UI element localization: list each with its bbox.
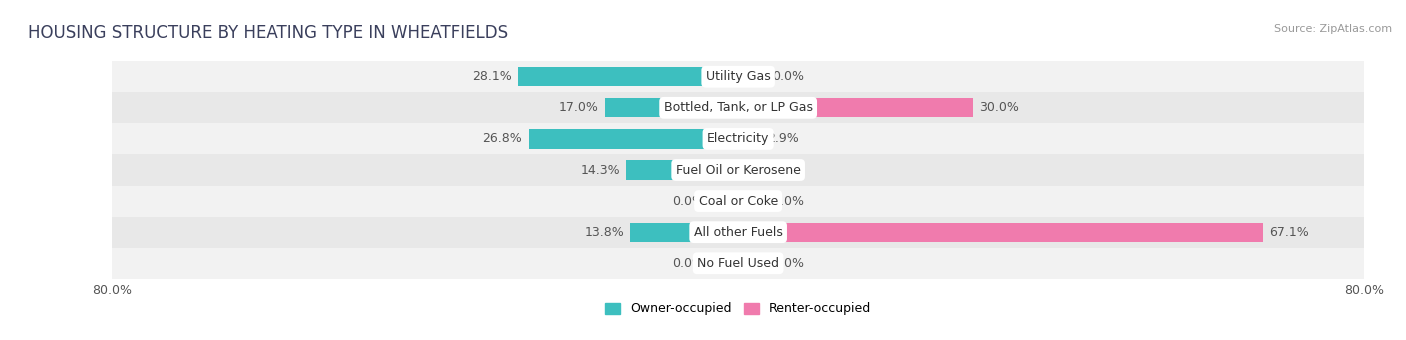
Text: Bottled, Tank, or LP Gas: Bottled, Tank, or LP Gas (664, 101, 813, 114)
Bar (112, 61, 1364, 92)
Bar (112, 217, 1364, 248)
Bar (738, 160, 765, 180)
Bar (738, 223, 1263, 242)
Text: 0.0%: 0.0% (772, 194, 804, 208)
Text: All other Fuels: All other Fuels (693, 226, 783, 239)
Text: No Fuel Used: No Fuel Used (697, 257, 779, 270)
Text: Source: ZipAtlas.com: Source: ZipAtlas.com (1274, 24, 1392, 34)
Text: Coal or Coke: Coal or Coke (699, 194, 778, 208)
Text: 0.0%: 0.0% (672, 257, 704, 270)
Bar (630, 223, 738, 242)
Text: 17.0%: 17.0% (560, 101, 599, 114)
Bar (738, 67, 765, 86)
Text: Electricity: Electricity (707, 132, 769, 146)
Text: 26.8%: 26.8% (482, 132, 522, 146)
Text: 0.0%: 0.0% (772, 164, 804, 176)
Bar (626, 160, 738, 180)
Bar (605, 98, 738, 117)
Text: 0.0%: 0.0% (672, 194, 704, 208)
Text: 0.0%: 0.0% (772, 257, 804, 270)
Bar (519, 67, 738, 86)
Bar (112, 154, 1364, 186)
Text: 30.0%: 30.0% (979, 101, 1019, 114)
Bar (529, 129, 738, 149)
Text: Utility Gas: Utility Gas (706, 70, 770, 83)
Text: 28.1%: 28.1% (472, 70, 512, 83)
Bar (711, 191, 738, 211)
Bar (711, 254, 738, 273)
Text: 0.0%: 0.0% (772, 70, 804, 83)
Bar (738, 129, 761, 149)
Text: 13.8%: 13.8% (585, 226, 624, 239)
Bar (112, 186, 1364, 217)
Text: 67.1%: 67.1% (1270, 226, 1309, 239)
Bar (738, 98, 973, 117)
Text: 2.9%: 2.9% (768, 132, 799, 146)
Text: HOUSING STRUCTURE BY HEATING TYPE IN WHEATFIELDS: HOUSING STRUCTURE BY HEATING TYPE IN WHE… (28, 24, 508, 42)
Bar (112, 92, 1364, 123)
Text: 14.3%: 14.3% (581, 164, 620, 176)
Bar (112, 248, 1364, 279)
Bar (738, 254, 765, 273)
Bar (112, 123, 1364, 154)
Bar (738, 191, 765, 211)
Text: Fuel Oil or Kerosene: Fuel Oil or Kerosene (676, 164, 800, 176)
Legend: Owner-occupied, Renter-occupied: Owner-occupied, Renter-occupied (600, 298, 876, 320)
